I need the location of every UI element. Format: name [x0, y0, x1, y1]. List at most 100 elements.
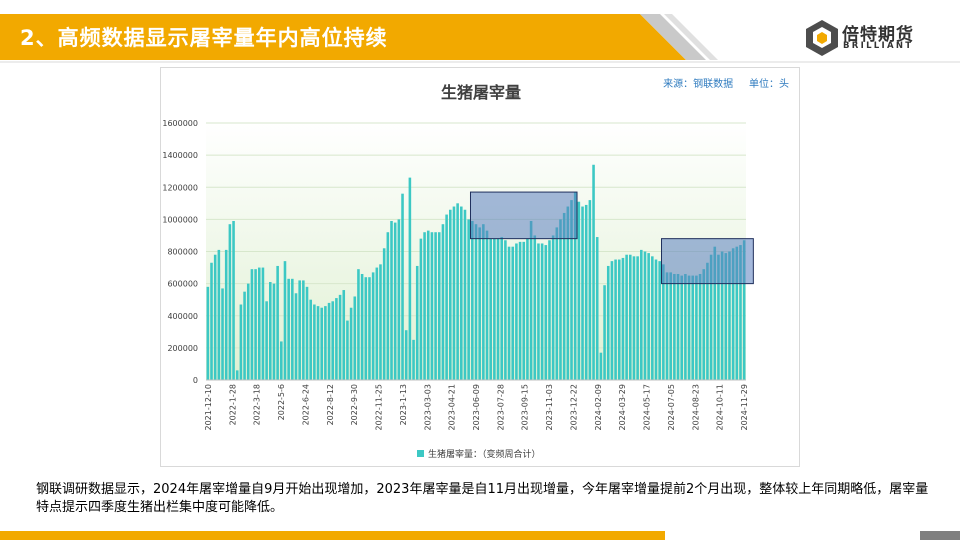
- x-tick-label: 2023-1-13: [399, 384, 408, 425]
- bar: [640, 249, 643, 380]
- y-tick-label: 0: [193, 376, 198, 385]
- bar: [254, 269, 257, 380]
- header-decoration: [0, 14, 960, 63]
- bar: [610, 261, 614, 380]
- bar: [265, 301, 268, 380]
- x-tick-label: 2024-02-09: [594, 384, 603, 431]
- bar: [676, 273, 680, 380]
- bar: [504, 240, 507, 380]
- bar: [419, 238, 423, 380]
- bar: [368, 277, 371, 380]
- brand-sub: BRILLIANT: [843, 41, 914, 51]
- bar: [320, 307, 323, 380]
- bar: [471, 220, 474, 380]
- bar: [632, 256, 636, 380]
- bar: [665, 272, 669, 380]
- bar: [239, 304, 243, 380]
- bar: [570, 200, 573, 380]
- bar: [342, 290, 346, 380]
- bar: [452, 206, 456, 380]
- bar: [522, 241, 526, 380]
- bar: [662, 264, 665, 380]
- bar: [305, 286, 309, 380]
- y-tick-label: 1600000: [162, 119, 198, 128]
- bar: [232, 220, 235, 380]
- y-tick-label: 200000: [167, 344, 198, 353]
- x-tick-label: 2022-9-30: [350, 384, 359, 425]
- bar: [702, 269, 706, 380]
- bar: [401, 193, 404, 380]
- bar: [551, 235, 555, 380]
- bar: [724, 253, 728, 380]
- chart-source: 来源：钢联数据: [663, 79, 734, 90]
- bar: [562, 212, 566, 380]
- bar: [379, 264, 382, 380]
- bar: [625, 254, 628, 380]
- brand-logo-icon: [806, 20, 838, 56]
- bar: [731, 248, 735, 380]
- highlight-box: [469, 191, 578, 240]
- bar: [437, 232, 441, 380]
- bar: [526, 238, 529, 380]
- bar: [360, 273, 364, 380]
- bar: [555, 227, 559, 380]
- x-tick-label: 2022-1-28: [228, 384, 237, 425]
- bar: [221, 288, 224, 380]
- brand-name: 倍特期货: [842, 25, 914, 45]
- bar: [573, 192, 577, 380]
- bar: [294, 293, 298, 380]
- bar: [592, 164, 595, 380]
- bar: [636, 256, 639, 380]
- x-tick-label: 2022-11-25: [375, 384, 384, 431]
- bar: [533, 235, 537, 380]
- bar: [680, 275, 683, 380]
- bar: [316, 306, 320, 380]
- bar: [584, 204, 588, 380]
- bar: [390, 220, 393, 380]
- bar: [364, 277, 368, 380]
- y-tick-label: 1400000: [162, 151, 198, 160]
- bar: [302, 280, 305, 380]
- bar: [496, 238, 500, 380]
- bar: [346, 320, 349, 380]
- bar: [544, 245, 548, 380]
- bar: [463, 209, 467, 380]
- x-tick-label: 2022-6-24: [301, 384, 310, 425]
- bar: [213, 254, 217, 380]
- bar: [720, 251, 724, 380]
- bar: [224, 249, 228, 380]
- bar: [511, 246, 515, 380]
- bar: [687, 275, 691, 380]
- bar: [327, 302, 331, 380]
- x-tick-label: 2024-03-29: [618, 384, 627, 431]
- bar: [283, 261, 287, 380]
- bar: [643, 251, 647, 380]
- x-tick-label: 2024-10-11: [716, 384, 725, 431]
- bar: [599, 352, 603, 380]
- bar: [460, 206, 463, 380]
- bar: [629, 254, 632, 380]
- bar: [280, 341, 283, 380]
- bar: [331, 301, 335, 380]
- x-tick-label: 2024-11-29: [740, 384, 749, 431]
- bar: [695, 275, 698, 380]
- bar: [441, 224, 445, 380]
- bar: [673, 273, 676, 380]
- bar: [426, 230, 430, 380]
- bar: [272, 283, 276, 380]
- x-tick-label: 2022-8-12: [326, 384, 335, 425]
- page-title: 2、高频数据显示屠宰量年内高位持续: [20, 26, 388, 50]
- bar: [404, 330, 408, 380]
- bar: [588, 200, 592, 380]
- bar: [357, 269, 360, 380]
- bar: [408, 177, 412, 380]
- bar: [529, 220, 533, 380]
- bar: [493, 238, 496, 380]
- bar: [654, 259, 658, 380]
- bar: [698, 273, 702, 380]
- bar: [658, 261, 661, 380]
- y-tick-label: 800000: [167, 248, 198, 257]
- bar: [269, 282, 272, 380]
- bar: [717, 254, 720, 380]
- bar: [298, 280, 301, 380]
